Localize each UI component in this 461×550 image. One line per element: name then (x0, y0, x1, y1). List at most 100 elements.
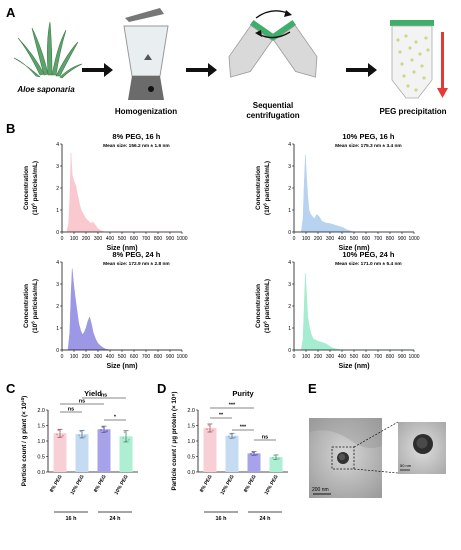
nta-title: 10% PEG, 24 h (342, 250, 395, 259)
significance-label: * (114, 415, 117, 421)
data-point (212, 429, 214, 432)
x-tick-label: 800 (386, 236, 395, 242)
panel-label-e: E (308, 381, 317, 396)
y-tick-label: 2 (56, 186, 59, 192)
y-tick-label: 1 (56, 208, 59, 214)
nta-area-series (294, 272, 414, 351)
data-point (101, 425, 104, 428)
x-tick-label: 0 (293, 354, 296, 360)
y-tick-label: 1.5 (37, 423, 45, 429)
x-tick-label: 600 (130, 236, 139, 242)
data-point (254, 454, 257, 456)
data-point (273, 454, 276, 457)
x-tick-label: 800 (154, 236, 163, 242)
x-tick-label: 300 (326, 236, 335, 242)
y-tick-label: 0 (56, 230, 59, 236)
data-point (106, 430, 108, 432)
panel-label-a: A (6, 5, 16, 20)
data-point (278, 457, 280, 460)
centrifugation-label-2: centrifugation (246, 111, 299, 120)
category-label: 10% PEG (114, 474, 130, 496)
y-axis-label-2: (106 particles/mL) (31, 161, 40, 215)
y-tick-label: 4 (56, 260, 59, 266)
y-tick-label: 0 (56, 348, 59, 354)
panel-label-d: D (157, 381, 166, 396)
tem-scale-inset: 50 nm (400, 463, 412, 468)
nta-plot-10peg-24h: 0 1 2 3 4 0 100 200 300 400 500 600 700 800 900 1000 Siz… (255, 250, 420, 370)
y-tick-label: 3 (56, 282, 59, 288)
y-tick-label: 0 (288, 348, 291, 354)
significance-label: ns (68, 407, 74, 413)
data-point (84, 435, 86, 438)
y-tick-label: 0.5 (37, 454, 45, 460)
data-point (104, 431, 107, 433)
significance-label: *** (229, 403, 236, 409)
x-axis-label: Size (nm) (338, 245, 369, 252)
y-axis-label-1: Concentration (23, 284, 30, 328)
x-tick-label: 700 (142, 354, 151, 360)
y-axis-label-2: (106 particles/mL) (263, 161, 272, 215)
data-point (60, 435, 63, 438)
data-point (231, 433, 233, 436)
x-axis-label: Size (nm) (106, 363, 137, 370)
bar (203, 427, 217, 472)
bar-y-axis-label: Particle count / g plant (× 10¹⁰) (21, 396, 28, 487)
x-tick-label: 1000 (408, 236, 419, 242)
plant-label: Aloe saponaria (16, 85, 75, 94)
y-axis-label-1: Concentration (23, 166, 30, 210)
nta-title: 8% PEG, 24 h (112, 250, 160, 259)
data-point (275, 455, 277, 458)
nta-title: 10% PEG, 16 h (342, 132, 395, 141)
data-point (126, 440, 129, 443)
x-tick-label: 300 (94, 354, 103, 360)
data-point (232, 437, 235, 439)
data-point (207, 424, 210, 426)
x-tick-label: 400 (338, 236, 347, 242)
y-tick-label: 2 (288, 186, 291, 192)
bar (269, 457, 283, 472)
nta-mean-size: Mean size: 156.2 nm ± 1.6 nm (103, 143, 170, 149)
bar-y-axis-label: Particle count / μg protein (× 10⁸) (171, 391, 178, 490)
significance-label: ns (262, 435, 268, 441)
y-tick-label: 1 (288, 326, 291, 332)
y-tick-label: 2 (56, 304, 59, 310)
bar (119, 436, 133, 472)
panel-label-b: B (6, 121, 15, 136)
data-point (229, 432, 232, 435)
category-label: 10% PEG (220, 474, 236, 496)
tem-images: 200 nm 50 nm (309, 418, 446, 498)
y-tick-label: 0.0 (37, 470, 45, 476)
arrow-3-icon (346, 63, 377, 77)
x-tick-label: 100 (70, 236, 79, 242)
purity-bar-chart: Purity 0.0 0.5 1.0 1.5 2.0 Particle count / μg… (171, 389, 288, 522)
bar (75, 434, 89, 472)
peg-label: PEG precipitation (379, 107, 446, 116)
x-tick-label: 0 (61, 236, 64, 242)
data-point (210, 430, 213, 433)
data-point (228, 435, 230, 438)
y-tick-label: 2 (288, 304, 291, 310)
centrifuge-tubes-icon (228, 10, 318, 78)
blender-icon (123, 8, 169, 100)
x-tick-label: 900 (166, 236, 175, 242)
data-point (78, 434, 80, 437)
x-axis-label: Size (nm) (106, 245, 137, 252)
x-tick-label: 600 (362, 236, 371, 242)
category-label: 8% PEG (199, 474, 214, 494)
x-tick-label: 1000 (176, 236, 187, 242)
aloe-plant-icon (13, 21, 83, 79)
x-tick-label: 100 (302, 354, 311, 360)
category-label: 8% PEG (93, 474, 108, 494)
category-label: 10% PEG (70, 474, 86, 496)
y-tick-label: 3 (288, 282, 291, 288)
x-tick-label: 500 (118, 236, 127, 242)
y-tick-label: 0.5 (187, 454, 195, 460)
category-label: 8% PEG (243, 474, 258, 494)
x-tick-label: 100 (302, 236, 311, 242)
data-point (100, 429, 102, 432)
x-tick-label: 900 (398, 354, 407, 360)
category-label: 10% PEG (264, 474, 280, 496)
x-tick-label: 200 (82, 236, 91, 242)
x-tick-label: 700 (142, 236, 151, 242)
